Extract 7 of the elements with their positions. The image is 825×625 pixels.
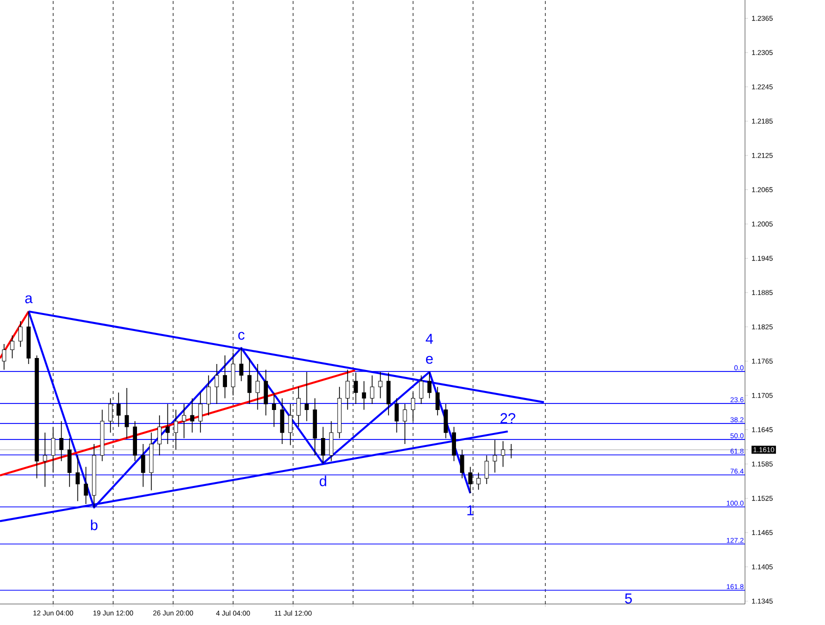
annotation: c [238, 332, 245, 340]
annotation: a [25, 295, 33, 304]
annotation: b [90, 520, 98, 530]
annotation: d [320, 476, 326, 486]
annotation: 4 [426, 334, 434, 344]
annotation: 5 [625, 593, 632, 604]
annotation: e [426, 356, 433, 364]
